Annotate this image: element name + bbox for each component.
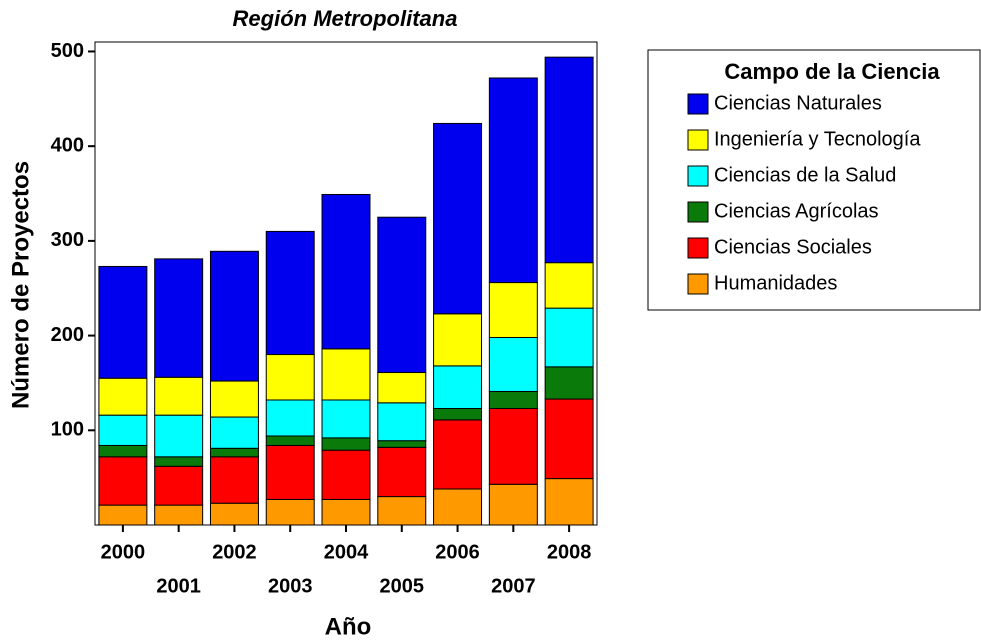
bar-segment xyxy=(209,447,259,458)
bar-segment xyxy=(377,402,427,442)
legend-swatch xyxy=(687,93,709,115)
bar-segment xyxy=(321,437,371,451)
bar-segment xyxy=(98,265,148,379)
bar-segment xyxy=(377,446,427,498)
bar-segment xyxy=(321,399,371,439)
x-tick-label: 2008 xyxy=(547,541,592,563)
bar-segment xyxy=(154,258,204,378)
bar-segment xyxy=(98,377,148,416)
bar-segment xyxy=(377,440,427,448)
x-tick-label: 2001 xyxy=(156,575,201,597)
bar-segment xyxy=(321,348,371,401)
bar-segment xyxy=(209,456,259,504)
bar-segment xyxy=(154,465,204,506)
bar-segment xyxy=(265,354,315,401)
bar-segment xyxy=(98,504,148,526)
bar-segment xyxy=(98,414,148,446)
y-tick-label: 300 xyxy=(51,229,84,251)
legend-swatch xyxy=(687,237,709,259)
bar-segment xyxy=(209,502,259,526)
y-tick-label: 200 xyxy=(51,324,84,346)
bar-segment xyxy=(377,372,427,404)
bar-segment xyxy=(377,216,427,374)
bar-segment xyxy=(433,122,483,315)
bar-segment xyxy=(154,414,204,458)
bar-segment xyxy=(433,419,483,490)
bar-segment xyxy=(488,336,538,392)
bar-segment xyxy=(488,483,538,526)
x-axis-label: Año xyxy=(325,613,372,640)
bar-segment xyxy=(433,408,483,421)
bar-segment xyxy=(544,366,594,400)
legend-title: Campo de la Ciencia xyxy=(724,59,940,84)
bar-segment xyxy=(321,498,371,526)
bar-segment xyxy=(209,380,259,418)
legend-label: Ciencias Naturales xyxy=(714,92,882,114)
bar-segment xyxy=(433,313,483,367)
legend-label: Humanidades xyxy=(714,272,837,294)
bar-segment xyxy=(377,496,427,526)
y-tick-label: 500 xyxy=(51,40,84,62)
x-tick-label: 2006 xyxy=(435,541,480,563)
bar-segment xyxy=(98,456,148,506)
bar-segment xyxy=(544,398,594,480)
bar-segment xyxy=(488,282,538,338)
bar-segment xyxy=(265,444,315,500)
bar-segment xyxy=(154,376,204,416)
bar-segment xyxy=(488,390,538,410)
legend-label: Ciencias Agrícolas xyxy=(714,200,879,222)
bar-segment xyxy=(265,230,315,356)
legend-label: Ciencias de la Salud xyxy=(714,164,896,186)
bar-segment xyxy=(321,449,371,500)
bar-segment xyxy=(488,77,538,284)
bar-segment xyxy=(433,488,483,526)
bar-segment xyxy=(544,478,594,526)
bar-segment xyxy=(321,193,371,350)
bar-segment xyxy=(433,365,483,410)
legend-swatch xyxy=(687,201,709,223)
legend-swatch xyxy=(687,129,709,151)
x-tick-label: 2005 xyxy=(380,575,425,597)
chart-title: Región Metropolitana xyxy=(233,6,458,31)
x-tick-label: 2003 xyxy=(268,575,313,597)
bar-segment xyxy=(209,250,259,382)
y-tick-label: 400 xyxy=(51,134,84,156)
legend-label: Ingeniería y Tecnología xyxy=(714,128,921,150)
y-tick-label: 100 xyxy=(51,419,84,441)
bar-segment xyxy=(544,262,594,309)
bar-segment xyxy=(265,435,315,446)
bar-segment xyxy=(265,399,315,437)
bar-segment xyxy=(488,408,538,485)
bar-segment xyxy=(544,56,594,264)
bar-segment xyxy=(154,456,204,467)
y-axis-label: Número de Proyectos xyxy=(7,161,34,409)
bar-segment xyxy=(265,498,315,526)
x-tick-label: 2002 xyxy=(212,541,257,563)
x-tick-label: 2000 xyxy=(101,541,146,563)
bar-segment xyxy=(154,504,204,526)
legend-swatch xyxy=(687,165,709,187)
bar-segment xyxy=(544,307,594,368)
legend-swatch xyxy=(687,273,709,295)
x-tick-label: 2007 xyxy=(491,575,536,597)
bar-segment xyxy=(98,444,148,458)
x-tick-label: 2004 xyxy=(324,541,369,563)
legend-label: Ciencias Sociales xyxy=(714,236,872,258)
bar-segment xyxy=(209,416,259,449)
